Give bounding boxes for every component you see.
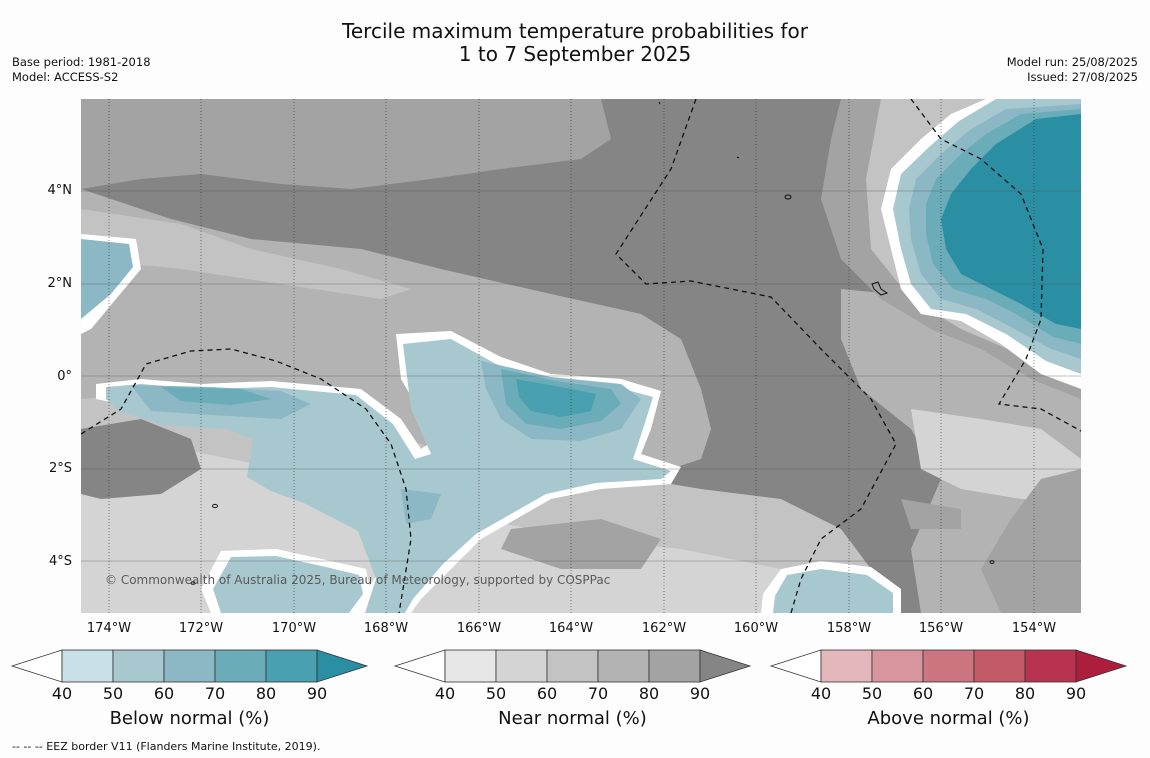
colorbar-tick-label: 60 [536, 684, 558, 703]
colorbar-segment [214, 649, 267, 683]
eez-footnote: -- -- -- EEZ border V11 (Flanders Marine… [12, 740, 321, 753]
chart-title-line1: Tercile maximum temperature probabilitie… [342, 19, 808, 43]
colorbar-segment [163, 649, 216, 683]
colorbar-near-normal [393, 649, 752, 683]
lat-label-2n: 2°N [47, 276, 73, 291]
colorbar-below-normal [10, 649, 369, 683]
colorbar-above-normal [769, 649, 1128, 683]
colorbar-segment [265, 649, 318, 683]
colorbar-segment-high [699, 649, 752, 683]
colorbar-tick-label: 70 [204, 684, 226, 703]
colorbar-tick-label: 60 [153, 684, 175, 703]
probability-map: © Commonwealth of Australia 2025, Bureau… [81, 99, 1081, 613]
colorbar-tick-label: 40 [434, 684, 456, 703]
lat-label-4n: 4°N [47, 183, 73, 198]
lon-label-154w: 154°W [1011, 621, 1057, 636]
colorbar-tick-label: 70 [963, 684, 985, 703]
colorbar-tick-label: 90 [689, 684, 711, 703]
lon-label-170w: 170°W [271, 621, 317, 636]
colorbar-segment [1024, 649, 1077, 683]
model-run: Model run: 25/08/2025 [1006, 55, 1138, 69]
lon-label-174w: 174°W [86, 621, 132, 636]
base-period: Base period: 1981-2018 [12, 55, 151, 69]
colorbar-segment [820, 649, 873, 683]
colorbar-tick-label: 50 [485, 684, 507, 703]
colorbar-segment [871, 649, 924, 683]
colorbar-segment [495, 649, 548, 683]
colorbars [10, 649, 1128, 683]
colorbar-segment-low [769, 649, 822, 683]
lon-label-156w: 156°W [918, 621, 964, 636]
chart-title-line2: 1 to 7 September 2025 [458, 42, 692, 66]
colorbar-segment [546, 649, 599, 683]
colorbar-tick-label: 70 [587, 684, 609, 703]
issued-date: Issued: 27/08/2025 [1027, 70, 1138, 84]
lon-label-162w: 162°W [641, 621, 687, 636]
colorbar-tick-label: 40 [810, 684, 832, 703]
colorbar-segment [973, 649, 1026, 683]
lon-label-166w: 166°W [456, 621, 502, 636]
colorbar-tick-label: 90 [306, 684, 328, 703]
colorbar-tick-label: 80 [638, 684, 660, 703]
colorbar-tick-label: 60 [912, 684, 934, 703]
colorbar-segment-low [10, 649, 63, 683]
lat-label-2s: 2°S [48, 461, 72, 476]
colorbar-tick-label: 80 [255, 684, 277, 703]
colorbar-segment [444, 649, 497, 683]
lon-label-158w: 158°W [826, 621, 872, 636]
colorbar-tick-label: 40 [51, 684, 73, 703]
colorbar-segment [648, 649, 701, 683]
lon-label-164w: 164°W [548, 621, 594, 636]
colorbar-tick-label: 90 [1065, 684, 1087, 703]
lat-label-4s: 4°S [48, 554, 72, 569]
colorbar-segment-high [316, 649, 369, 683]
colorbar-title-above: Above normal (%) [867, 708, 1030, 729]
colorbar-title-below: Below normal (%) [109, 708, 270, 729]
model-name: Model: ACCESS-S2 [12, 70, 119, 84]
lat-label-0: 0° [57, 369, 72, 384]
colorbar-segment [922, 649, 975, 683]
colorbar-segment [61, 649, 114, 683]
lon-label-160w: 160°W [733, 621, 779, 636]
colorbar-tick-label: 50 [102, 684, 124, 703]
colorbar-title-near: Near normal (%) [498, 708, 647, 729]
colorbar-segment [112, 649, 165, 683]
colorbar-segment-high [1075, 649, 1128, 683]
colorbar-tick-label: 80 [1014, 684, 1036, 703]
lon-label-172w: 172°W [178, 621, 224, 636]
copyright-notice: © Commonwealth of Australia 2025, Bureau… [105, 573, 610, 587]
lon-label-168w: 168°W [363, 621, 409, 636]
colorbar-segment [597, 649, 650, 683]
colorbar-tick-label: 50 [861, 684, 883, 703]
colorbar-segment-low [393, 649, 446, 683]
